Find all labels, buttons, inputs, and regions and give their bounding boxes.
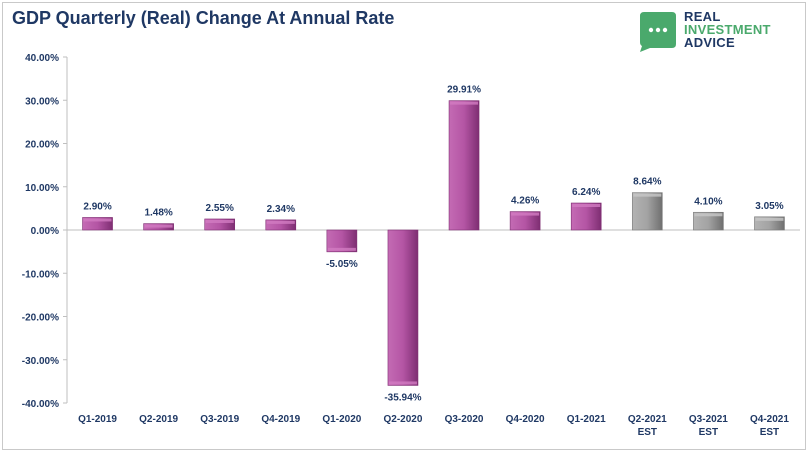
y-tick-label: -10.00% xyxy=(22,269,59,280)
data-label: 4.10% xyxy=(694,196,722,207)
bar-group: 29.91% xyxy=(447,85,481,231)
logo-icon xyxy=(640,12,676,52)
x-tick-label: Q1-2021 xyxy=(567,414,606,425)
x-tick-label: Q3-2021 xyxy=(689,414,728,425)
y-tick-label: 20.00% xyxy=(25,140,59,151)
bar-group: 1.48% xyxy=(143,208,174,231)
x-axis: Q1-2019 Q2-2019 Q3-2019 Q4-2019 Q1-2020 Q2-20… xyxy=(78,414,789,438)
bars: 2.90% 1.48% 2.55% 2.34% -5.05% -35.94% 29.91% 4… xyxy=(82,85,785,403)
x-tick-label: EST xyxy=(760,427,779,438)
logo-line-1: REAL xyxy=(684,9,721,24)
x-tick-label: Q2-2019 xyxy=(139,414,178,425)
x-tick-label: Q1-2019 xyxy=(78,414,117,425)
y-tick-label: -20.00% xyxy=(22,313,59,324)
data-label: 2.55% xyxy=(206,203,234,214)
x-tick-label: Q4-2020 xyxy=(506,414,545,425)
x-tick-label: Q4-2019 xyxy=(261,414,300,425)
x-tick-label: Q2-2020 xyxy=(383,414,422,425)
bar-group: 2.90% xyxy=(82,201,113,231)
bar xyxy=(570,202,602,231)
bar-bevel xyxy=(388,381,417,385)
data-label: 8.64% xyxy=(633,177,661,188)
bar xyxy=(509,211,541,231)
bar-bevel xyxy=(633,193,662,197)
bar xyxy=(693,211,724,231)
y-tick-label: 0.00% xyxy=(31,226,59,237)
y-tick-label: 10.00% xyxy=(25,183,59,194)
bar xyxy=(387,229,419,386)
data-label: 2.90% xyxy=(83,201,111,212)
bar-group: -35.94% xyxy=(384,229,422,403)
bar-bevel xyxy=(450,101,479,105)
bar-group: 4.26% xyxy=(509,196,541,231)
data-label: 4.26% xyxy=(511,196,539,207)
bar-group: 6.24% xyxy=(570,187,602,231)
bar-group: 8.64% xyxy=(631,177,663,231)
bar-bevel xyxy=(511,212,540,216)
bar-bevel xyxy=(83,218,112,222)
bar-bevel xyxy=(572,204,601,208)
bar-group: 2.55% xyxy=(204,203,236,231)
bar-bevel xyxy=(144,224,173,228)
data-label: 3.05% xyxy=(755,201,783,212)
y-tick-label: 40.00% xyxy=(25,53,59,64)
x-tick-label: EST xyxy=(699,427,718,438)
bar-group: -5.05% xyxy=(326,229,358,270)
y-tick-label: 30.00% xyxy=(25,96,59,107)
y-axis: 40.00% 30.00% 20.00% 10.00% 0.00% -10.00% -20.… xyxy=(22,53,800,410)
x-tick-label: Q2-2021 xyxy=(628,414,667,425)
y-tick-label: -30.00% xyxy=(22,356,59,367)
data-label: 6.24% xyxy=(572,187,600,198)
logo-line-3: ADVICE xyxy=(684,35,735,50)
bar-bevel xyxy=(327,247,356,251)
logo-line-2: INVESTMENT xyxy=(684,22,771,37)
bar xyxy=(326,229,358,253)
x-tick-label: Q4-2021 xyxy=(750,414,789,425)
data-label: 29.91% xyxy=(447,85,481,96)
bar-bevel xyxy=(266,220,295,224)
x-tick-label: Q3-2019 xyxy=(200,414,239,425)
data-label: 1.48% xyxy=(144,208,172,219)
y-tick-label: -40.00% xyxy=(22,399,59,410)
bar-group: 2.34% xyxy=(265,204,297,231)
bar-bevel xyxy=(694,213,723,217)
data-label: -35.94% xyxy=(384,392,421,403)
bar xyxy=(631,192,663,231)
data-label: -5.05% xyxy=(326,259,358,270)
brand-logo: REAL INVESTMENT ADVICE xyxy=(636,10,796,52)
bar xyxy=(265,219,297,231)
x-tick-label: Q1-2020 xyxy=(322,414,361,425)
bar xyxy=(448,100,480,231)
bar-group: 4.10% xyxy=(693,196,724,231)
bar-bevel xyxy=(755,217,784,221)
bar-bevel xyxy=(205,219,234,223)
bar xyxy=(204,218,236,231)
x-tick-label: Q3-2020 xyxy=(445,414,484,425)
bar-group: 3.05% xyxy=(754,201,785,231)
chart-title: GDP Quarterly (Real) Change At Annual Ra… xyxy=(12,8,395,28)
data-label: 2.34% xyxy=(267,204,295,215)
x-tick-label: EST xyxy=(638,427,657,438)
